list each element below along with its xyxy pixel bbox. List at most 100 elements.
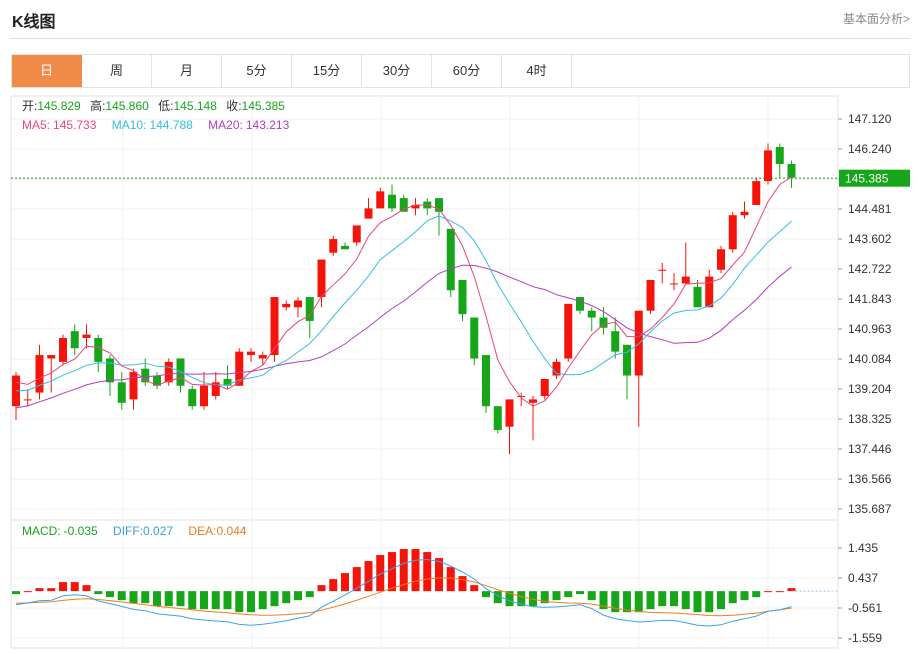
candle[interactable] — [517, 392, 526, 407]
candle[interactable] — [446, 228, 455, 298]
candle[interactable] — [423, 198, 432, 216]
candle[interactable] — [117, 372, 126, 410]
candle[interactable] — [59, 334, 67, 366]
tab-day[interactable]: 日 — [12, 55, 82, 87]
price-tick-label: 142.722 — [848, 262, 892, 276]
macd-bar — [517, 591, 526, 607]
macd-bar — [446, 567, 455, 592]
candle[interactable] — [552, 358, 561, 379]
candle[interactable] — [188, 385, 197, 410]
candle[interactable] — [611, 317, 620, 359]
candle[interactable] — [493, 406, 502, 434]
candle[interactable] — [176, 358, 185, 393]
candle[interactable] — [376, 187, 385, 209]
macd-tick-label: -0.561 — [848, 601, 882, 615]
page-title: K线图 — [12, 14, 56, 31]
macd-bar — [717, 591, 725, 610]
tab-30min[interactable]: 30分 — [362, 55, 432, 87]
candle[interactable] — [23, 389, 32, 407]
candle[interactable] — [211, 372, 220, 400]
macd-bar — [399, 549, 408, 592]
macd-bar — [223, 591, 232, 610]
candle[interactable] — [728, 211, 737, 253]
ma20-line — [15, 264, 792, 409]
candle[interactable] — [764, 143, 772, 185]
tab-week[interactable]: 周 — [82, 55, 152, 87]
candle[interactable] — [200, 372, 208, 410]
candle[interactable] — [70, 324, 79, 356]
macd-bar — [623, 591, 631, 613]
candle[interactable] — [634, 310, 643, 427]
candle[interactable] — [270, 297, 279, 362]
candle[interactable] — [82, 324, 91, 349]
candle[interactable] — [787, 160, 796, 188]
candle[interactable] — [623, 344, 631, 400]
high-label: 高: — [90, 98, 105, 113]
candle[interactable] — [658, 262, 667, 284]
diff-label: DIFF: — [113, 524, 143, 538]
price-tick-label: 143.602 — [848, 232, 892, 246]
candle[interactable] — [740, 201, 749, 219]
candle[interactable] — [717, 245, 725, 274]
candle[interactable] — [94, 334, 103, 373]
candle[interactable] — [235, 348, 244, 386]
candle[interactable] — [670, 273, 678, 291]
candle[interactable] — [153, 372, 161, 390]
candle[interactable] — [705, 269, 714, 308]
macd-bar — [564, 591, 573, 598]
macd-bar — [117, 591, 126, 601]
candle[interactable] — [388, 184, 396, 212]
candle[interactable] — [482, 355, 490, 414]
macd-tick-label: -1.559 — [848, 631, 882, 645]
candle[interactable] — [352, 225, 361, 246]
macd-bar — [540, 591, 549, 604]
candle[interactable] — [282, 300, 291, 311]
ma-legend: MA5: 145.733 MA10: 144.788 MA20: 143.213 — [22, 118, 290, 132]
candle[interactable] — [329, 235, 338, 257]
macd-bar — [70, 582, 79, 592]
candle[interactable] — [341, 242, 349, 250]
candle[interactable] — [646, 280, 655, 315]
tab-4hour[interactable]: 4时 — [502, 55, 572, 87]
macd-bar — [693, 591, 702, 613]
candle[interactable] — [587, 307, 596, 332]
candle[interactable] — [364, 198, 373, 219]
candle[interactable] — [775, 143, 784, 178]
candle[interactable] — [576, 297, 584, 315]
macd-bar — [752, 591, 761, 598]
candle[interactable] — [258, 351, 267, 366]
close-label: 收: — [226, 99, 241, 113]
candle[interactable] — [129, 368, 138, 410]
fundamental-analysis-link[interactable]: 基本面分析> — [842, 12, 910, 26]
candle[interactable] — [247, 348, 255, 362]
candle[interactable] — [681, 242, 690, 284]
tab-5min[interactable]: 5分 — [222, 55, 292, 87]
price-marker: 145.385 — [839, 169, 910, 187]
candle[interactable] — [35, 344, 44, 400]
candle[interactable] — [106, 355, 114, 396]
candle[interactable] — [470, 317, 479, 366]
candle[interactable] — [411, 198, 420, 216]
tab-15min[interactable]: 15分 — [292, 55, 362, 87]
candle[interactable] — [564, 303, 573, 362]
tab-60min[interactable]: 60分 — [432, 55, 502, 87]
tab-month[interactable]: 月 — [152, 55, 222, 87]
macd-bar — [764, 591, 772, 593]
candle[interactable] — [529, 395, 537, 441]
candle[interactable] — [317, 259, 326, 308]
candle[interactable] — [435, 198, 443, 236]
candle[interactable] — [540, 378, 549, 400]
candle[interactable] — [458, 280, 467, 321]
candle[interactable] — [47, 355, 56, 393]
macd-bar — [12, 591, 20, 595]
candle[interactable] — [505, 399, 514, 454]
candle[interactable] — [294, 297, 302, 318]
candle[interactable] — [752, 177, 761, 205]
header-divider — [10, 38, 910, 39]
candle[interactable] — [693, 280, 702, 308]
price-tick-label: 136.566 — [848, 472, 892, 486]
candle[interactable] — [305, 297, 314, 338]
macd-bar — [59, 582, 67, 592]
candle[interactable] — [12, 372, 20, 420]
